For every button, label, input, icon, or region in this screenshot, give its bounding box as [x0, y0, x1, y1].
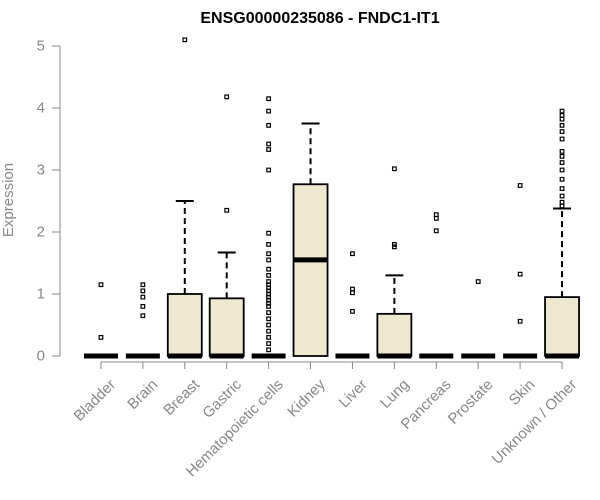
box-unknown-other: [544, 108, 580, 359]
y-tick-label: 1: [37, 286, 45, 303]
outlier-point: [559, 116, 565, 122]
x-tick-label: Brain: [124, 376, 161, 413]
y-tick-label: 2: [37, 224, 45, 241]
outlier-point: [140, 304, 146, 309]
box-brain: [125, 282, 160, 359]
outlier-point: [266, 242, 272, 247]
outlier-point: [140, 294, 146, 300]
outlier-point: [350, 251, 355, 257]
chart-title: ENSG00000235086 - FNDC1-IT1: [200, 10, 439, 27]
outlier-point: [559, 136, 565, 142]
outlier-point: [559, 129, 565, 134]
outlier-point: [266, 230, 272, 236]
outlier-point: [140, 313, 146, 319]
outlier-point: [266, 328, 272, 334]
box-body: [166, 293, 203, 357]
box-kidney: [292, 122, 329, 357]
x-tick-label: Lung: [377, 376, 413, 412]
x-tick-label: Bladder: [71, 376, 120, 425]
x-tick-label: Kidney: [284, 376, 329, 421]
box-breast: [166, 37, 203, 359]
outlier-point: [559, 203, 565, 209]
outlier-point: [98, 335, 104, 340]
outlier-point: [266, 335, 272, 340]
outlier-point: [266, 141, 272, 147]
outlier-point: [224, 207, 230, 213]
outlier-point: [266, 279, 272, 284]
outlier-point: [350, 290, 355, 296]
outlier-point: [266, 341, 272, 346]
outlier-point: [266, 310, 272, 315]
outlier-point: [517, 271, 523, 277]
outlier-point: [559, 149, 565, 154]
box-skin: [503, 183, 538, 359]
box-lung: [376, 166, 413, 359]
box-body: [292, 183, 329, 357]
outlier-point: [266, 147, 272, 152]
outlier-point: [266, 167, 272, 173]
outlier-point: [517, 318, 523, 324]
outlier-point: [559, 167, 565, 173]
outlier-point: [559, 176, 565, 182]
outlier-point: [350, 308, 355, 314]
y-axis-label: Expression: [0, 163, 17, 237]
outlier-point: [559, 122, 565, 128]
outlier-point: [266, 108, 272, 114]
y-axis: 0 1 2 3 4 5: [37, 38, 61, 365]
outlier-point: [433, 228, 439, 234]
x-tick-label: Liver: [336, 376, 371, 411]
box-bladder: [83, 282, 118, 359]
outlier-point: [98, 282, 104, 288]
x-tick-label: Breast: [160, 376, 203, 419]
outlier-point: [266, 266, 272, 272]
outlier-point: [559, 113, 565, 118]
outlier-point: [266, 96, 272, 102]
box-hematopoietic-cells: [251, 96, 286, 359]
outlier-point: [266, 251, 272, 257]
outlier-point: [266, 322, 272, 328]
outlier-point: [266, 347, 272, 353]
outlier-point: [517, 183, 523, 188]
outlier-point: [559, 193, 565, 199]
outlier-point: [559, 186, 565, 192]
outlier-point: [559, 160, 565, 165]
outlier-point: [433, 212, 439, 218]
box-body: [376, 312, 413, 357]
boxes-group: [83, 37, 580, 359]
outlier-point: [391, 242, 397, 247]
y-tick-label: 0: [37, 348, 45, 365]
outlier-point: [475, 279, 481, 284]
outlier-point: [224, 94, 230, 100]
outlier-point: [140, 282, 146, 288]
outlier-point: [266, 316, 272, 322]
y-tick-label: 5: [37, 38, 45, 55]
outlier-point: [266, 122, 272, 128]
box-body: [544, 296, 580, 357]
outlier-point: [559, 108, 565, 114]
outlier-point: [391, 166, 397, 172]
outlier-point: [350, 286, 355, 292]
box-liver: [335, 251, 370, 359]
x-tick-label: Skin: [506, 376, 539, 409]
box-gastric: [208, 94, 245, 359]
outlier-point: [266, 273, 272, 278]
box-pancreas: [419, 212, 454, 359]
box-body: [208, 297, 245, 357]
outlier-point: [266, 257, 272, 263]
x-tick-label: Prostate: [445, 376, 497, 428]
outlier-point: [140, 288, 146, 294]
box-prostate: [461, 279, 496, 359]
outlier-point: [391, 244, 397, 250]
outlier-point: [559, 153, 565, 159]
y-tick-label: 3: [37, 162, 45, 179]
outlier-point: [182, 37, 188, 43]
y-tick-label: 4: [37, 100, 45, 117]
outlier-point: [559, 199, 565, 205]
outlier-point: [433, 215, 439, 221]
